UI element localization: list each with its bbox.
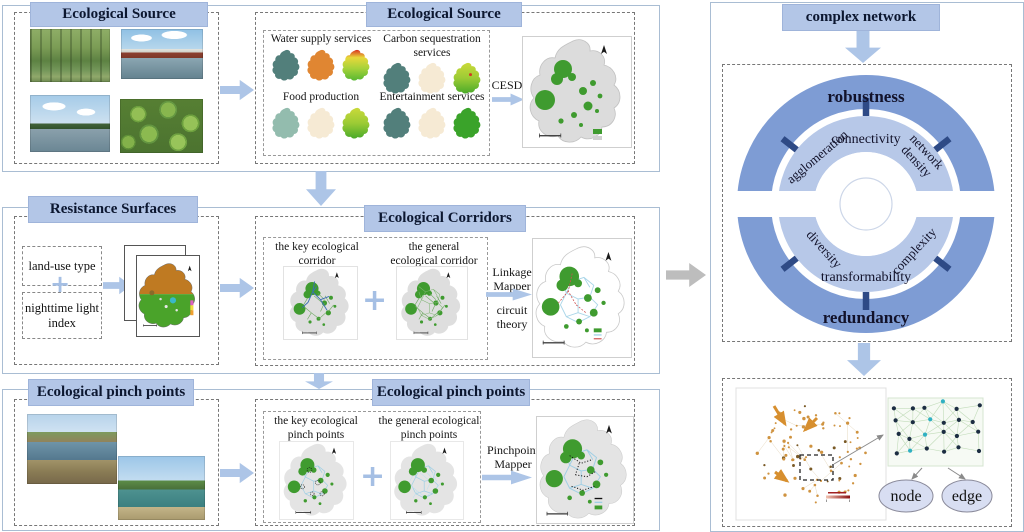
- general-pinch-label: the general ecological pinch points: [378, 415, 480, 441]
- edge-ellipse: [941, 479, 993, 513]
- title-text: Ecological pinch points: [376, 384, 526, 400]
- arrow-cesdr-icon: [492, 93, 524, 106]
- entertainment-maps: [379, 107, 485, 140]
- carbon-sequestration-maps: [379, 62, 485, 95]
- pond-photo: [118, 456, 205, 520]
- general-corridor-label: the general ecological corridor: [390, 241, 478, 267]
- zoomed-network-graph: [891, 399, 982, 456]
- water-supply-map-1: [271, 49, 299, 81]
- corridors-group-box: [263, 237, 488, 360]
- water-supply-map-3: [341, 49, 369, 81]
- nighttime-light-box: nighttime light index: [22, 292, 102, 339]
- nighttime-light-label: nighttime light index: [25, 300, 99, 330]
- corridors-result-map: [532, 238, 632, 358]
- arrow-to-complex-network-icon: [666, 263, 706, 287]
- circuit-theory-label: circuit theory: [496, 303, 528, 332]
- resistance-surfaces-title: Resistance Surfaces: [28, 196, 198, 223]
- ring-diagram-box: [722, 64, 1012, 342]
- waterfront-photo: [121, 29, 203, 79]
- pinch-points-maps-title: Ecological pinch points: [372, 379, 530, 406]
- ecological-source-photos-title: Ecological Source: [30, 2, 208, 27]
- linkage-mapper-label: Linkage Mapper: [492, 265, 532, 294]
- title-text: complex network: [805, 9, 917, 25]
- zoom-selection-rect: [799, 454, 834, 481]
- ring-redundancy-label: redundancy: [823, 308, 910, 327]
- arrow-row2-to-row3-icon: [305, 373, 333, 389]
- title-text: Ecological Source: [387, 6, 501, 22]
- land-use-type-box: land-use type: [22, 246, 102, 286]
- ecological-source-maps-title: Ecological Source: [366, 2, 522, 27]
- network-scale-legend: [826, 492, 850, 502]
- circular-network-panel: [735, 387, 887, 521]
- entertainment-map-1: [382, 107, 410, 139]
- ring-tick-marks: [780, 98, 952, 310]
- ecosystem-services-group-box: [263, 30, 490, 156]
- key-pinch-label: the key ecological pinch points: [274, 415, 358, 441]
- title-text: Ecological Corridors: [378, 210, 512, 226]
- ring-transformability-label: transformability: [821, 270, 911, 285]
- water-supply-label: Water supply services: [270, 33, 372, 45]
- water-supply-maps: [267, 49, 375, 82]
- arrow-linkage-icon: [486, 288, 532, 301]
- network-flow-arrows-icon: [772, 405, 819, 483]
- general-pinch-map: [390, 441, 464, 520]
- general-corridor-map: [396, 266, 468, 340]
- key-pinch-map: [279, 441, 354, 520]
- food-production-label: Food production: [282, 91, 360, 103]
- ecological-corridors-title: Ecological Corridors: [364, 205, 526, 232]
- plus-resistance-icon: +: [50, 270, 71, 298]
- entertainment-map-3: [452, 107, 480, 139]
- water-supply-map-2: [306, 49, 334, 81]
- plus-corridors-icon: +: [362, 283, 388, 318]
- pinchpoint-mapper-label: Pinchpoint Mapper: [486, 443, 539, 472]
- pinch-result-map: [536, 416, 634, 524]
- zoomed-network-panel: [887, 397, 984, 467]
- food-map-1: [271, 107, 299, 139]
- entertainment-label: Entertainment services: [379, 91, 485, 103]
- entertainment-map-2: [417, 107, 445, 139]
- plus-pinch-icon: +: [360, 459, 386, 494]
- cesdr-label: CESDR: [491, 78, 531, 92]
- land-use-type-label: land-use type: [28, 258, 96, 273]
- lotus-leaves-photo: [120, 99, 203, 153]
- food-map-3: [341, 107, 369, 139]
- carbon-map-3: [452, 62, 480, 94]
- creek-photo: [27, 414, 117, 484]
- food-production-group: Food production: [267, 91, 375, 140]
- carbon-sequestration-label: Carbon sequestration services: [383, 33, 481, 59]
- node-ellipse: [878, 479, 934, 513]
- network-example-figure: node edge: [735, 387, 993, 521]
- key-corridor-label: the key ecological corridor: [275, 241, 359, 267]
- pinch-points-group-box: [263, 411, 481, 523]
- lake-woodland-photo: [30, 95, 110, 152]
- title-text: Ecological Source: [62, 6, 176, 22]
- entertainment-group: Entertainment services: [379, 91, 485, 140]
- arrow-row1-to-row2-icon: [306, 171, 336, 206]
- node-label: node: [890, 488, 921, 505]
- pinch-points-photos-title: Ecological pinch points: [28, 379, 194, 406]
- complex-network-title: complex network: [782, 4, 940, 31]
- ring-connectivity-label: connectivity: [831, 132, 900, 147]
- land-use-map: [136, 255, 200, 337]
- food-production-maps: [267, 107, 375, 140]
- water-supply-group: Water supply services: [267, 33, 375, 82]
- resilience-ring-diagram: robustness redundancy connectivity trans…: [736, 75, 996, 333]
- title-text: Resistance Surfaces: [49, 201, 177, 217]
- edge-label: edge: [952, 488, 982, 505]
- callout-arrows-icon: [833, 434, 966, 480]
- network-example-box: [722, 378, 1012, 527]
- title-text: Ecological pinch points: [36, 384, 186, 400]
- ring-robustness-label: robustness: [827, 87, 905, 106]
- ecological-source-result-map: [522, 36, 632, 148]
- poplar-forest-photo: [30, 29, 110, 82]
- carbon-sequestration-group: Carbon sequestration services: [379, 33, 485, 95]
- food-map-2: [306, 107, 334, 139]
- key-corridor-map: [283, 266, 358, 340]
